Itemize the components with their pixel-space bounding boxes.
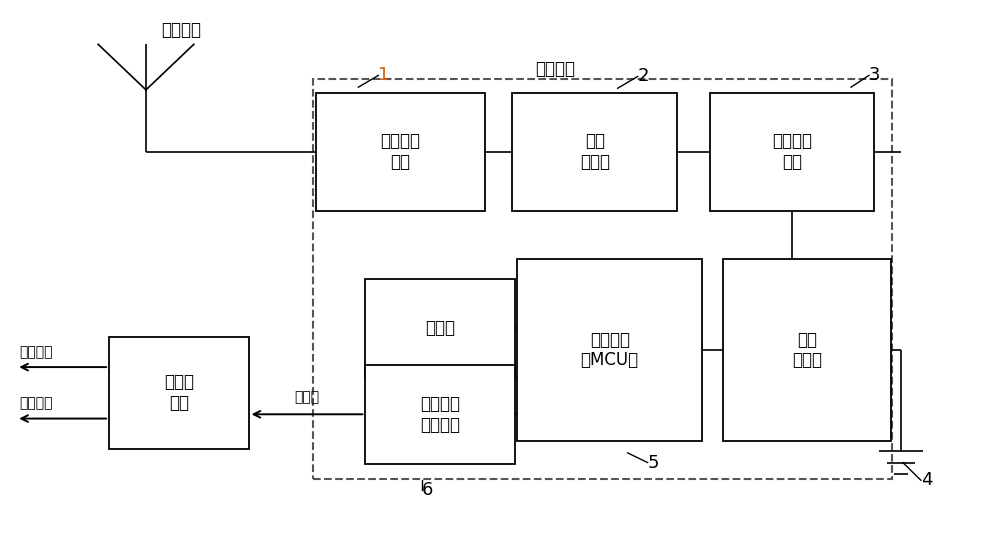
Bar bbox=[316, 93, 485, 211]
Text: 棒状天线: 棒状天线 bbox=[161, 21, 201, 39]
Text: 隔离
变压器: 隔离 变压器 bbox=[580, 132, 610, 171]
Text: 电平信号: 电平信号 bbox=[19, 345, 53, 359]
Text: 1: 1 bbox=[378, 66, 390, 85]
Text: 光接收
模块: 光接收 模块 bbox=[164, 374, 194, 412]
Text: 显示屏: 显示屏 bbox=[425, 320, 455, 337]
Text: 光信号: 光信号 bbox=[294, 391, 320, 405]
Text: 6: 6 bbox=[422, 481, 434, 500]
Text: 4: 4 bbox=[921, 471, 932, 489]
Text: 触发信号
驱动电路: 触发信号 驱动电路 bbox=[420, 395, 460, 434]
Text: 微控制器
（MCU）: 微控制器 （MCU） bbox=[581, 330, 639, 369]
Bar bbox=[723, 259, 891, 441]
Bar bbox=[365, 279, 515, 378]
Bar bbox=[109, 336, 249, 449]
Bar bbox=[512, 93, 677, 211]
Text: 2: 2 bbox=[638, 67, 649, 86]
Text: 电平信号: 电平信号 bbox=[19, 397, 53, 411]
Text: 5: 5 bbox=[648, 453, 659, 472]
Text: 3: 3 bbox=[869, 66, 880, 85]
Text: 屏蔽机箱: 屏蔽机箱 bbox=[535, 60, 575, 78]
Text: 高速
比较器: 高速 比较器 bbox=[792, 330, 822, 369]
Bar bbox=[517, 259, 702, 441]
Text: 整流滤波
电路: 整流滤波 电路 bbox=[772, 132, 812, 171]
Bar bbox=[710, 93, 874, 211]
Bar bbox=[365, 365, 515, 464]
Bar bbox=[313, 79, 892, 479]
Text: 两级放大
电路: 两级放大 电路 bbox=[380, 132, 420, 171]
